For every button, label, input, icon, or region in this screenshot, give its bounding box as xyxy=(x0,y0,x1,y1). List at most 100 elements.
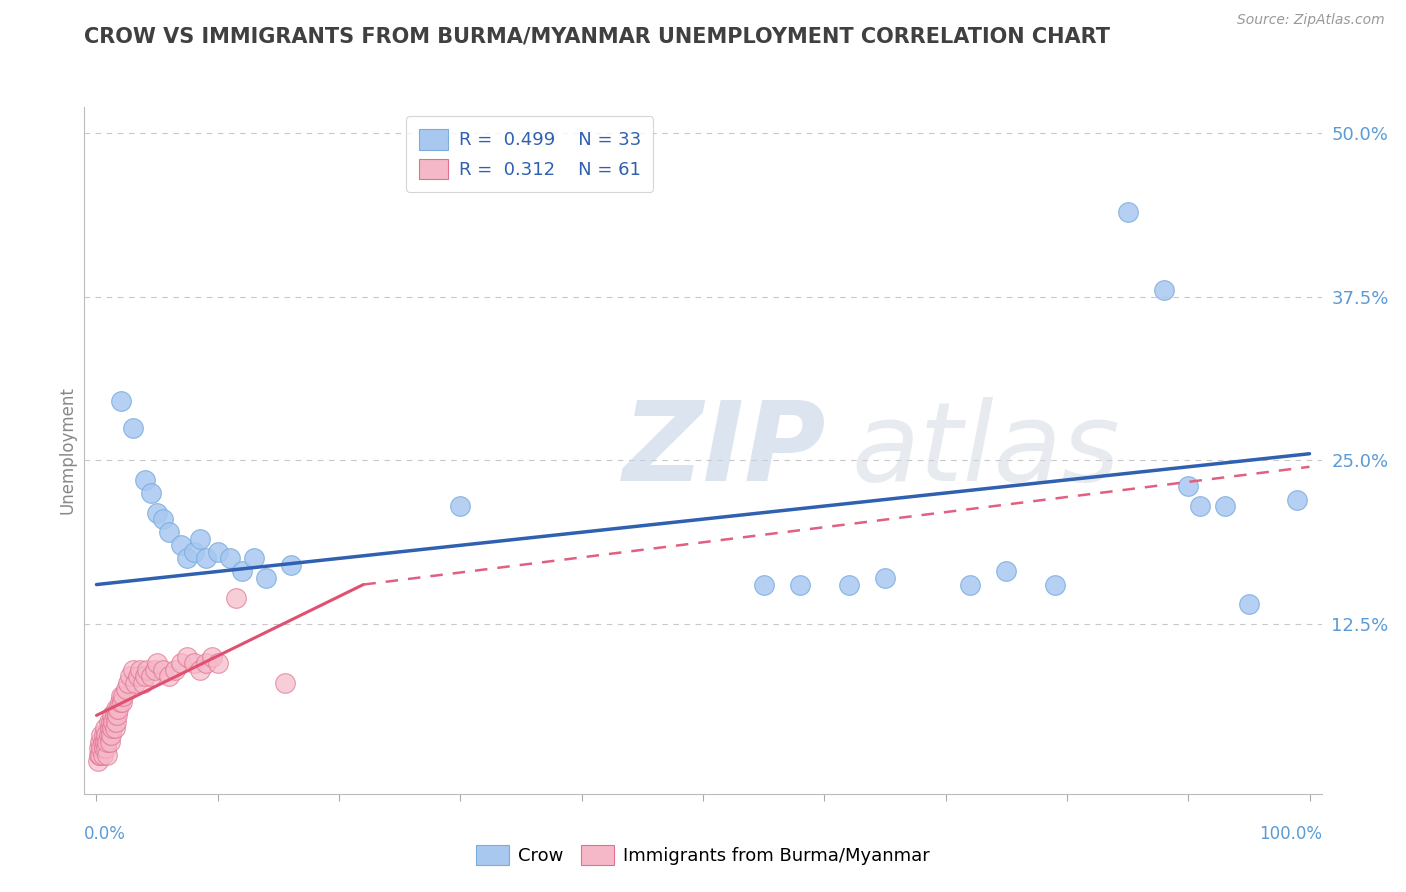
Point xyxy=(231,565,253,579)
Point xyxy=(752,577,775,591)
Point xyxy=(157,669,180,683)
Point xyxy=(1177,479,1199,493)
Point xyxy=(1286,492,1309,507)
Point xyxy=(124,675,146,690)
Point xyxy=(157,525,180,540)
Point xyxy=(97,714,120,729)
Point xyxy=(114,682,136,697)
Text: ZIP: ZIP xyxy=(623,397,827,504)
Point xyxy=(98,722,121,736)
Point xyxy=(1043,577,1066,591)
Point xyxy=(93,728,115,742)
Point xyxy=(134,669,156,683)
Point xyxy=(110,394,132,409)
Point xyxy=(129,663,152,677)
Point xyxy=(273,675,295,690)
Point xyxy=(127,669,149,683)
Point xyxy=(165,663,187,677)
Point xyxy=(98,734,121,748)
Point xyxy=(108,695,131,709)
Point xyxy=(449,499,471,513)
Point xyxy=(96,728,118,742)
Point xyxy=(90,741,112,756)
Point xyxy=(139,669,162,683)
Point xyxy=(995,565,1018,579)
Point xyxy=(254,571,277,585)
Legend: Crow, Immigrants from Burma/Myanmar: Crow, Immigrants from Burma/Myanmar xyxy=(467,836,939,874)
Point xyxy=(131,675,153,690)
Point xyxy=(100,728,122,742)
Point xyxy=(152,663,174,677)
Point xyxy=(146,506,169,520)
Point xyxy=(104,708,127,723)
Point xyxy=(194,656,217,670)
Point xyxy=(188,532,211,546)
Point xyxy=(89,747,111,762)
Legend: R =  0.499    N = 33, R =  0.312    N = 61: R = 0.499 N = 33, R = 0.312 N = 61 xyxy=(406,116,654,192)
Point xyxy=(219,551,242,566)
Point xyxy=(120,669,142,683)
Point xyxy=(122,663,145,677)
Point xyxy=(1116,204,1139,219)
Point xyxy=(87,747,110,762)
Point xyxy=(152,512,174,526)
Point xyxy=(105,708,128,723)
Point xyxy=(136,663,159,677)
Point xyxy=(838,577,860,591)
Text: atlas: atlas xyxy=(852,397,1121,504)
Point xyxy=(1189,499,1212,513)
Point xyxy=(111,695,134,709)
Point xyxy=(194,551,217,566)
Point xyxy=(104,702,127,716)
Point xyxy=(87,741,110,756)
Point xyxy=(97,728,120,742)
Point xyxy=(873,571,896,585)
Point xyxy=(96,741,118,756)
Point xyxy=(100,714,122,729)
Point xyxy=(143,663,166,677)
Point xyxy=(94,722,117,736)
Point xyxy=(789,577,811,591)
Point xyxy=(94,734,117,748)
Point xyxy=(101,708,124,723)
Point xyxy=(170,656,193,670)
Point xyxy=(101,722,124,736)
Point xyxy=(89,734,111,748)
Point xyxy=(183,656,205,670)
Point xyxy=(225,591,247,605)
Point xyxy=(243,551,266,566)
Point xyxy=(176,649,198,664)
Y-axis label: Unemployment: Unemployment xyxy=(58,386,76,515)
Point xyxy=(280,558,302,572)
Point xyxy=(103,714,125,729)
Point xyxy=(117,675,139,690)
Text: Source: ZipAtlas.com: Source: ZipAtlas.com xyxy=(1237,13,1385,28)
Point xyxy=(176,551,198,566)
Point xyxy=(90,728,112,742)
Point xyxy=(134,473,156,487)
Point xyxy=(183,545,205,559)
Point xyxy=(104,722,127,736)
Point xyxy=(1237,597,1260,611)
Point xyxy=(1153,283,1175,297)
Point xyxy=(207,656,229,670)
Point xyxy=(96,747,118,762)
Point xyxy=(170,538,193,552)
Point xyxy=(93,741,115,756)
Point xyxy=(112,689,135,703)
Point xyxy=(110,689,132,703)
Point xyxy=(91,747,114,762)
Point xyxy=(96,734,118,748)
Text: 100.0%: 100.0% xyxy=(1258,825,1322,843)
Text: 0.0%: 0.0% xyxy=(84,825,127,843)
Point xyxy=(107,702,129,716)
Point xyxy=(207,545,229,559)
Point xyxy=(201,649,224,664)
Point xyxy=(1213,499,1236,513)
Point xyxy=(146,656,169,670)
Text: CROW VS IMMIGRANTS FROM BURMA/MYANMAR UNEMPLOYMENT CORRELATION CHART: CROW VS IMMIGRANTS FROM BURMA/MYANMAR UN… xyxy=(84,27,1111,46)
Point xyxy=(86,754,108,768)
Point xyxy=(139,486,162,500)
Point xyxy=(122,420,145,434)
Point xyxy=(959,577,981,591)
